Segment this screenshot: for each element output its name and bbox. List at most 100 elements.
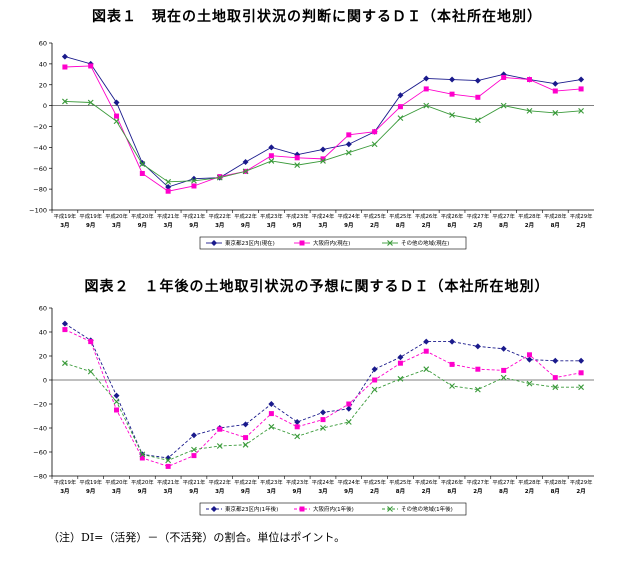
chart2-xtick-month: 8月 — [447, 487, 456, 495]
chart1-ytick-label: 40 — [39, 60, 47, 68]
chart2-xtick-month: 3月 — [112, 487, 121, 495]
chart2-series-osaka-point — [62, 327, 68, 333]
chart2-series-other-point — [294, 433, 301, 440]
chart1-legend-label-other: その他の地域(現在) — [401, 239, 449, 247]
chart2-series-tokyo-point — [578, 357, 585, 364]
chart1-series-other-point — [397, 115, 404, 122]
chart1-series-other-point — [500, 102, 507, 109]
chart1-xtick-month: 3月 — [60, 221, 69, 229]
chart1-series-other-point — [423, 102, 430, 109]
chart1-series-other-point — [371, 141, 378, 148]
chart2-xtick-year: 平成23年 — [286, 478, 309, 486]
chart1-series-tokyo-point — [578, 76, 585, 83]
chart1-series-other-point — [552, 110, 559, 116]
chart2-legend-label-other: その他の地域(1年後) — [401, 505, 453, 513]
chart1-series-osaka-point — [217, 174, 223, 180]
chart2-xtick-month: 9月 — [138, 487, 147, 495]
chart1-series-tokyo-point — [165, 184, 172, 191]
chart2-legend-marker-osaka — [299, 506, 305, 512]
chart2-xtick-month: 8月 — [499, 487, 508, 495]
chart1-xtick-month: 2月 — [473, 221, 482, 229]
chart2-xtick-year: 平成28年 — [544, 478, 567, 486]
chart1-xtick-month: 8月 — [447, 221, 456, 229]
chart1-ytick-label: −60 — [33, 165, 47, 173]
chart2-series-tokyo-point — [345, 405, 352, 412]
chart2-series-osaka-point — [320, 417, 326, 423]
chart2-series-other-point — [474, 386, 481, 393]
chart2-ytick-label: −40 — [33, 425, 47, 433]
chart1-series-tokyo-point — [242, 158, 249, 165]
chart1-xtick-year: 平成19年 — [79, 212, 102, 220]
chart2-series-osaka-point — [501, 367, 507, 373]
chart1-series-osaka-point — [552, 88, 558, 94]
chart2-xtick-year: 平成29年 — [570, 478, 593, 486]
chart1-ytick-label: 60 — [39, 40, 47, 48]
chart2-xtick-year: 平成22年 — [208, 478, 231, 486]
chart2-legend-marker-tokyo — [211, 506, 217, 512]
chart1-xtick-month: 2月 — [370, 221, 379, 229]
chart2-series-osaka-point — [191, 453, 197, 459]
chart1-xtick-month: 3月 — [112, 221, 121, 229]
chart2-series-tokyo-point — [500, 345, 507, 352]
chart1-series-other-point — [526, 107, 533, 114]
chart1-series-osaka-point — [268, 153, 274, 159]
chart1-legend-label-osaka: 大阪府内(現在) — [313, 239, 350, 247]
chart1-ytick-label: 0 — [43, 102, 47, 110]
chart1-xtick-month: 2月 — [525, 221, 534, 229]
chart1-xtick-year: 平成28年 — [544, 212, 567, 220]
chart1-xtick-year: 平成21年 — [157, 212, 180, 220]
chart2-series-other-point — [87, 368, 94, 375]
chart2-ytick-label: −80 — [33, 473, 47, 481]
chart1-series-other-point — [449, 112, 455, 118]
chart2-series-tokyo-point — [449, 338, 456, 345]
chart2-xtick-month: 3月 — [60, 487, 69, 495]
chart2-plot: 6040200−20−40−60−80平成19年3月平成19年9月平成20年3月… — [33, 305, 594, 516]
chart2-xtick-month: 2月 — [473, 487, 482, 495]
chart1-legend-marker-osaka — [299, 240, 305, 246]
chart1-legend-marker-other — [387, 240, 393, 246]
chart1-series-other-point — [216, 174, 223, 181]
chart2-series-osaka-point — [114, 407, 120, 413]
chart1-ytick-label: −20 — [33, 123, 47, 131]
chart1-series-other-point — [345, 149, 352, 156]
chart2-xtick-month: 2月 — [525, 487, 534, 495]
chart1-series-osaka-point — [62, 64, 68, 70]
chart1-series-osaka-point — [578, 86, 584, 92]
chart1-xtick-year: 平成24年 — [337, 212, 360, 220]
chart1-xtick-year: 平成23年 — [286, 212, 309, 220]
chart2-series-other-point — [62, 360, 68, 367]
chart1-xtick-year: 平成26年 — [441, 212, 464, 220]
chart1-xtick-year: 平成24年 — [312, 212, 335, 220]
chart2-series-osaka-point — [139, 455, 145, 461]
chart1-xtick-year: 平成23年 — [260, 212, 283, 220]
chart2-series-osaka-point — [217, 426, 223, 432]
chart2-series-tokyo-point — [320, 409, 326, 416]
chart2-series-osaka-point — [372, 377, 378, 383]
chart1-series-osaka-point — [372, 129, 378, 135]
chart2-series-osaka-point — [449, 361, 455, 367]
chart2-series-other-point — [526, 380, 533, 387]
chart1-ytick-label: −100 — [29, 207, 47, 215]
chart2-series-other-point — [216, 443, 223, 449]
chart2-series-osaka-point — [88, 339, 94, 345]
chart2-series-tokyo-point — [242, 421, 249, 428]
chart1-xtick-month: 8月 — [499, 221, 508, 229]
chart2-xtick-month: 2月 — [422, 487, 431, 495]
chart1-series-other-point — [242, 168, 249, 175]
chart2-xtick-month: 3月 — [318, 487, 327, 495]
chart1-series-tokyo-point — [423, 75, 430, 82]
chart1-title: 図表１ 現在の土地取引状況の判断に関するＤＩ（本社所在地別） — [92, 9, 542, 25]
chart2-series-osaka-point — [552, 375, 558, 381]
chart2-legend — [199, 502, 467, 516]
chart2-series-other-point — [578, 384, 584, 391]
chart1-series-other-point — [113, 118, 120, 125]
chart1-series-tokyo-point — [320, 146, 326, 153]
chart2-series-tokyo-point — [190, 432, 197, 439]
chart2-series-osaka-point — [165, 463, 171, 469]
chart2-xtick-month: 9月 — [189, 487, 198, 495]
chart2-series-other-point — [345, 419, 352, 425]
chart2-ytick-label: −20 — [33, 401, 47, 409]
chart2-series-osaka-point — [268, 411, 274, 417]
chart1-series-osaka-point — [475, 94, 481, 100]
chart1-series-osaka-point — [114, 113, 120, 119]
